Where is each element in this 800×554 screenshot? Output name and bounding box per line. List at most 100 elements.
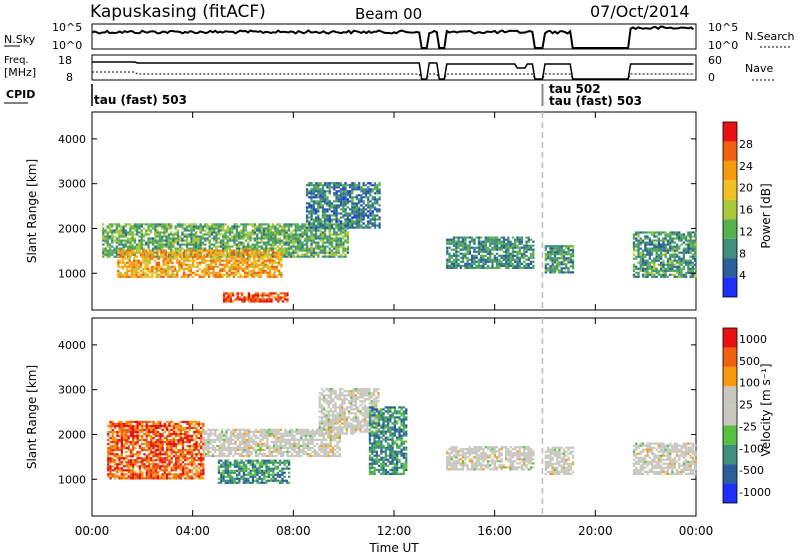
range-cell — [461, 246, 465, 249]
range-cell — [231, 235, 234, 238]
range-cell — [143, 453, 146, 456]
range-cell — [644, 255, 647, 258]
range-cell — [120, 449, 123, 452]
range-cell — [315, 200, 318, 203]
range-cell — [145, 243, 148, 246]
range-cell — [181, 473, 185, 476]
range-cell — [161, 428, 164, 432]
range-cell — [498, 254, 501, 257]
range-cell — [159, 449, 162, 452]
range-cell — [198, 261, 201, 264]
range-cell — [185, 275, 188, 278]
range-cell — [219, 225, 223, 228]
range-cell — [308, 239, 311, 242]
range-cell — [144, 271, 147, 274]
range-cell — [202, 448, 205, 451]
range-cell — [367, 192, 370, 195]
range-cell — [342, 227, 345, 230]
range-cell — [152, 455, 155, 458]
range-cell — [351, 198, 354, 201]
range-cell — [637, 251, 640, 254]
range-cell — [489, 242, 492, 245]
range-cell — [190, 235, 193, 238]
range-cell — [333, 214, 336, 217]
range-cell — [182, 261, 186, 264]
range-cell — [290, 225, 293, 228]
range-cell — [115, 231, 118, 234]
range-cell — [255, 259, 258, 262]
range-cell — [203, 253, 206, 256]
range-cell — [264, 259, 267, 262]
range-cell — [186, 439, 189, 442]
range-cell — [509, 260, 512, 263]
range-cell — [324, 222, 327, 225]
range-cell — [197, 245, 200, 248]
range-cell — [296, 229, 300, 232]
range-cell — [367, 214, 370, 217]
range-cell — [214, 275, 217, 278]
range-cell — [489, 260, 492, 263]
range-cell — [119, 265, 122, 268]
range-cell — [267, 247, 270, 250]
range-cell — [655, 269, 658, 272]
range-cell — [109, 471, 112, 474]
range-cell — [280, 265, 283, 268]
range-cell — [305, 184, 309, 187]
range-cell — [529, 246, 533, 249]
range-cell — [137, 249, 140, 252]
range-cell — [157, 261, 161, 264]
range-cell — [275, 261, 278, 264]
range-cell — [464, 246, 467, 249]
range-cell — [146, 259, 149, 262]
range-cell — [186, 457, 189, 460]
range-cell — [328, 255, 331, 258]
range-cell — [455, 256, 458, 259]
range-cell — [224, 233, 227, 236]
range-cell — [238, 235, 241, 238]
range-cell — [364, 188, 368, 191]
range-cell — [163, 475, 166, 478]
range-cell — [296, 223, 300, 226]
range-cell — [148, 271, 152, 274]
range-cell — [258, 227, 261, 230]
range-cell — [446, 258, 449, 261]
range-cell — [147, 420, 151, 423]
range-cell — [333, 237, 336, 240]
range-cell — [214, 259, 217, 262]
range-cell — [254, 300, 257, 303]
range-cell — [226, 229, 229, 232]
range-cell — [644, 273, 647, 276]
range-cell — [130, 261, 134, 264]
range-cell — [240, 237, 243, 240]
range-cell — [333, 210, 336, 213]
range-cell — [376, 202, 379, 205]
range-cell — [532, 250, 535, 253]
range-cell — [244, 235, 248, 238]
range-cell — [176, 257, 179, 260]
range-cell — [271, 225, 275, 228]
range-cell — [637, 245, 640, 248]
range-cell — [344, 196, 347, 199]
range-cell — [188, 426, 191, 430]
range-cell — [358, 186, 361, 189]
range-cell — [315, 210, 318, 213]
range-cell — [694, 273, 697, 276]
range-cell — [209, 442, 212, 445]
range-cell — [237, 267, 240, 270]
range-cell — [144, 275, 147, 278]
range-cell — [493, 256, 496, 259]
range-cell — [482, 264, 485, 267]
range-cell — [181, 239, 184, 242]
range-cell — [188, 439, 191, 442]
range-cell — [371, 202, 374, 205]
range-cell — [525, 258, 528, 261]
range-cell — [644, 269, 647, 272]
range-cell — [186, 426, 189, 430]
range-cell — [136, 439, 139, 442]
range-cell — [287, 253, 291, 256]
range-cell — [669, 249, 672, 252]
range-cell — [362, 208, 365, 211]
range-cell — [204, 239, 207, 242]
range-cell — [108, 225, 112, 228]
range-cell — [473, 240, 476, 243]
